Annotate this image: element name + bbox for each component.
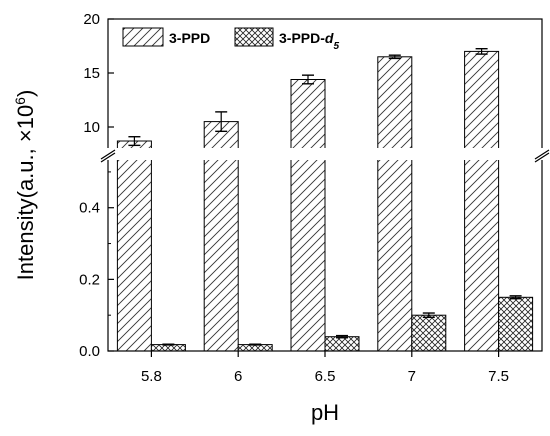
error-bar-series2-6 [249, 343, 262, 346]
ticks-layer: 0.0 0.2 0.4 10 15 20 5.8 6 6.5 7 7.5 [79, 11, 509, 385]
bar-series1-5.8 [116, 140, 152, 352]
x-tick-label-7: 7 [408, 368, 416, 385]
error-bar-series2-6.5 [336, 334, 348, 339]
x-tick-label-6: 6 [234, 368, 242, 385]
error-bars-layer [128, 48, 522, 346]
error-bar-series2-5.8 [162, 343, 175, 346]
bar-series2-7 [411, 314, 447, 352]
y-axis-title: Intensity(a.u., ×106) [12, 90, 38, 281]
bar-series1-6.5 [290, 79, 326, 352]
y-tick-label: 20 [83, 11, 100, 28]
bar-series2-6.5 [324, 336, 360, 352]
x-tick-label-7.5: 7.5 [488, 368, 509, 385]
bar-series2-7.5 [498, 296, 534, 352]
error-bar-series1-5.8 [128, 136, 141, 147]
bars-layer [116, 50, 534, 352]
legend-swatch-3-ppd [122, 27, 164, 47]
error-bar-series1-7.5 [475, 48, 488, 55]
x-tick-label-5.8: 5.8 [141, 368, 162, 385]
y-tick-label: 0.0 [79, 343, 100, 360]
error-bar-series2-7 [422, 312, 435, 319]
error-bar-series1-6.5 [302, 74, 314, 85]
error-bar-series1-7 [388, 54, 401, 60]
bar-series1-7 [377, 56, 413, 352]
error-bar-series1-6 [215, 111, 228, 133]
y-tick-label: 15 [83, 65, 100, 82]
legend-label-3-ppd-d5: 3-PPD-d5 [279, 30, 339, 52]
x-tick-label-6.5: 6.5 [315, 368, 336, 385]
x-axis-title: pH [311, 400, 339, 425]
legend: 3-PPD 3-PPD-d5 [122, 27, 339, 52]
legend-label-3-ppd: 3-PPD [169, 30, 210, 46]
error-bar-series2-7.5 [509, 295, 522, 300]
legend-swatch-3-ppd-d5 [234, 27, 274, 47]
y-tick-label: 10 [83, 119, 100, 136]
y-tick-label: 0.4 [79, 200, 100, 217]
y-tick-label: 0.2 [79, 271, 100, 288]
axis-break [100, 148, 550, 163]
bar-series1-7.5 [464, 50, 500, 352]
